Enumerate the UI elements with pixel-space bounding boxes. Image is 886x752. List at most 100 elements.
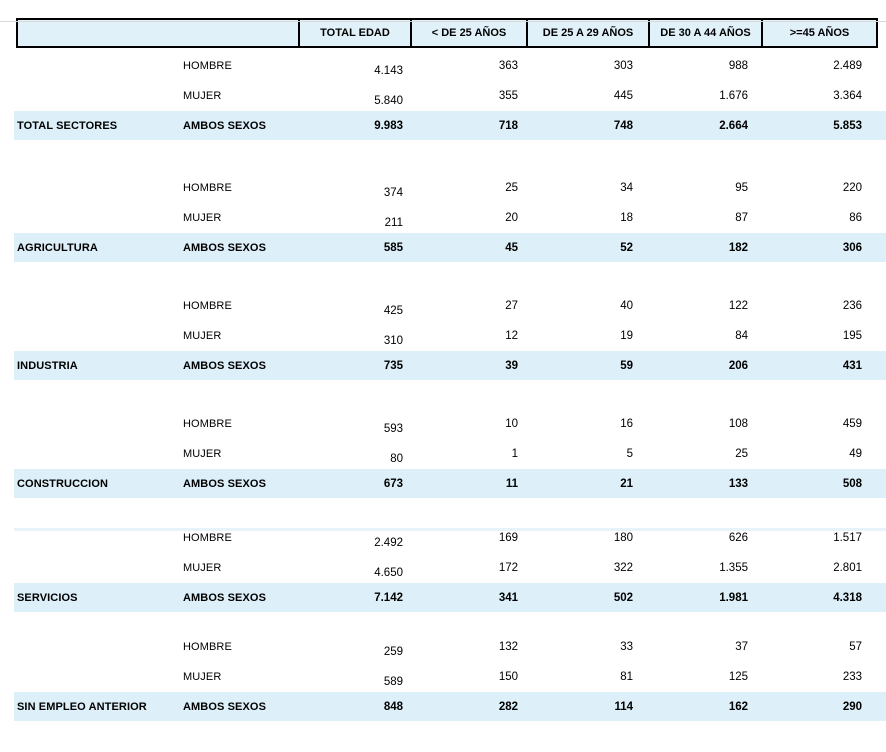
sector-label: AGRICULTURA [17,241,98,254]
table-header-row: TOTAL EDAD < DE 25 AÑOS DE 25 A 29 AÑOS DE … [16,18,878,48]
value-cell: 162 [728,700,748,713]
value-cell: 748 [613,119,633,132]
value-cell: 282 [498,700,518,713]
sector-section: HOMBRE 425 27 40 122 236 MUJER 310 12 19 84 195 INDU… [0,291,886,380]
row-mujer: MUJER 5.840 355 445 1.676 3.364 [14,81,886,111]
value-cell: 355 [498,90,518,102]
value-cell: 4.650 [374,567,403,579]
value-cell: 12 [505,330,518,342]
sector-label: SERVICIOS [17,591,78,604]
sector-label: INDUSTRIA [17,359,78,372]
value-cell: 2.492 [374,537,403,549]
value-cell: 626 [728,532,748,544]
value-cell: 3.364 [833,90,862,102]
value-cell: 1.981 [719,591,748,604]
value-cell: 10 [505,418,518,430]
row-hombre: HOMBRE 4.143 363 303 988 2.489 [14,51,886,81]
value-cell: 374 [383,187,403,199]
value-cell: 459 [842,418,862,430]
value-cell: 7.142 [374,591,403,604]
value-cell: 87 [735,212,748,224]
value-cell: 81 [620,671,633,683]
row-ambos-sexos-total: TOTAL SECTORES AMBOS SEXOS 9.983 718 748 2.66… [14,111,886,140]
value-cell: 16 [620,418,633,430]
row-ambos-sexos-total: SERVICIOS AMBOS SEXOS 7.142 341 502 1.981 4.31… [14,583,886,612]
value-cell: 988 [728,60,748,72]
value-cell: 589 [383,676,403,688]
sex-label: HOMBRE [183,182,232,194]
value-cell: 236 [842,300,862,312]
value-cell: 848 [383,700,403,713]
value-cell: 132 [498,641,518,653]
row-mujer: MUJER 80 1 5 25 49 [14,439,886,469]
sex-label: AMBOS SEXOS [183,359,267,372]
sector-label: TOTAL SECTORES [17,119,118,132]
sector-label: CONSTRUCCION [17,477,109,490]
value-cell: 341 [498,591,518,604]
value-cell: 108 [728,418,748,430]
top-hairline [0,21,886,22]
value-cell: 33 [620,641,633,653]
value-cell: 39 [505,359,518,372]
value-cell: 59 [620,359,633,372]
value-cell: 114 [614,700,633,713]
value-cell: 40 [620,300,633,312]
row-mujer: MUJER 589 150 81 125 233 [14,662,886,692]
sex-label: HOMBRE [183,641,232,653]
value-cell: 445 [613,90,633,102]
sex-label: MUJER [183,90,222,102]
header-cell-age-group: >=45 AÑOS [761,20,876,46]
value-cell: 673 [383,477,403,490]
value-cell: 150 [498,671,518,683]
header-cell-age-group: DE 30 A 44 AÑOS [648,20,761,46]
sex-label: MUJER [183,212,222,224]
value-cell: 57 [849,641,862,653]
value-cell: 4.318 [833,591,862,604]
value-cell: 80 [390,453,403,465]
sex-label: MUJER [183,562,222,574]
value-cell: 290 [842,700,862,713]
value-cell: 363 [498,60,518,72]
value-cell: 37 [735,641,748,653]
value-cell: 11 [505,477,518,490]
sector-label: SIN EMPLEO ANTERIOR [17,700,147,713]
sex-label: HOMBRE [183,60,232,72]
value-cell: 52 [620,241,633,254]
sex-label: AMBOS SEXOS [183,241,267,254]
value-cell: 49 [849,448,862,460]
value-cell: 180 [613,532,633,544]
value-cell: 593 [383,423,403,435]
value-cell: 25 [505,182,518,194]
value-cell: 5.853 [833,119,862,132]
header-cell-age-group: TOTAL EDAD [298,20,410,46]
value-cell: 431 [842,359,862,372]
value-cell: 220 [842,182,862,194]
header-cell-age-group: < DE 25 AÑOS [410,20,526,46]
statistics-table-page: TOTAL EDAD < DE 25 AÑOS DE 25 A 29 AÑOS DE … [0,18,886,721]
row-ambos-sexos-total: SIN EMPLEO ANTERIOR AMBOS SEXOS 848 282 114 1… [14,692,886,721]
value-cell: 259 [383,646,403,658]
sex-label: AMBOS SEXOS [183,700,267,713]
sex-label: MUJER [183,448,222,460]
value-cell: 310 [383,335,403,347]
row-ambos-sexos-total: INDUSTRIA AMBOS SEXOS 735 39 59 206 431 [14,351,886,380]
sector-section: HOMBRE 593 10 16 108 459 MUJER 80 1 5 25 49 CONSTRUC… [0,409,886,498]
header-cell-age-group: DE 25 A 29 AÑOS [526,20,648,46]
value-cell: 425 [383,305,403,317]
sector-section: HOMBRE 2.492 169 180 626 1.517 MUJER 4.650 172 32… [0,523,886,612]
value-cell: 9.983 [374,119,403,132]
value-cell: 133 [728,477,748,490]
value-cell: 86 [849,212,862,224]
value-cell: 735 [383,359,403,372]
sex-label: MUJER [183,671,222,683]
sex-label: AMBOS SEXOS [183,119,267,132]
value-cell: 502 [613,591,633,604]
sector-section: HOMBRE 259 132 33 37 57 MUJER 589 150 81 125 233 SIN… [0,632,886,721]
row-mujer: MUJER 4.650 172 322 1.355 2.801 [14,553,886,583]
value-cell: 25 [735,448,748,460]
value-cell: 20 [505,212,518,224]
sector-section: HOMBRE 374 25 34 95 220 MUJER 211 20 18 87 86 AGRICU… [0,173,886,262]
value-cell: 21 [620,477,633,490]
value-cell: 2.664 [719,119,748,132]
value-cell: 84 [735,330,748,342]
